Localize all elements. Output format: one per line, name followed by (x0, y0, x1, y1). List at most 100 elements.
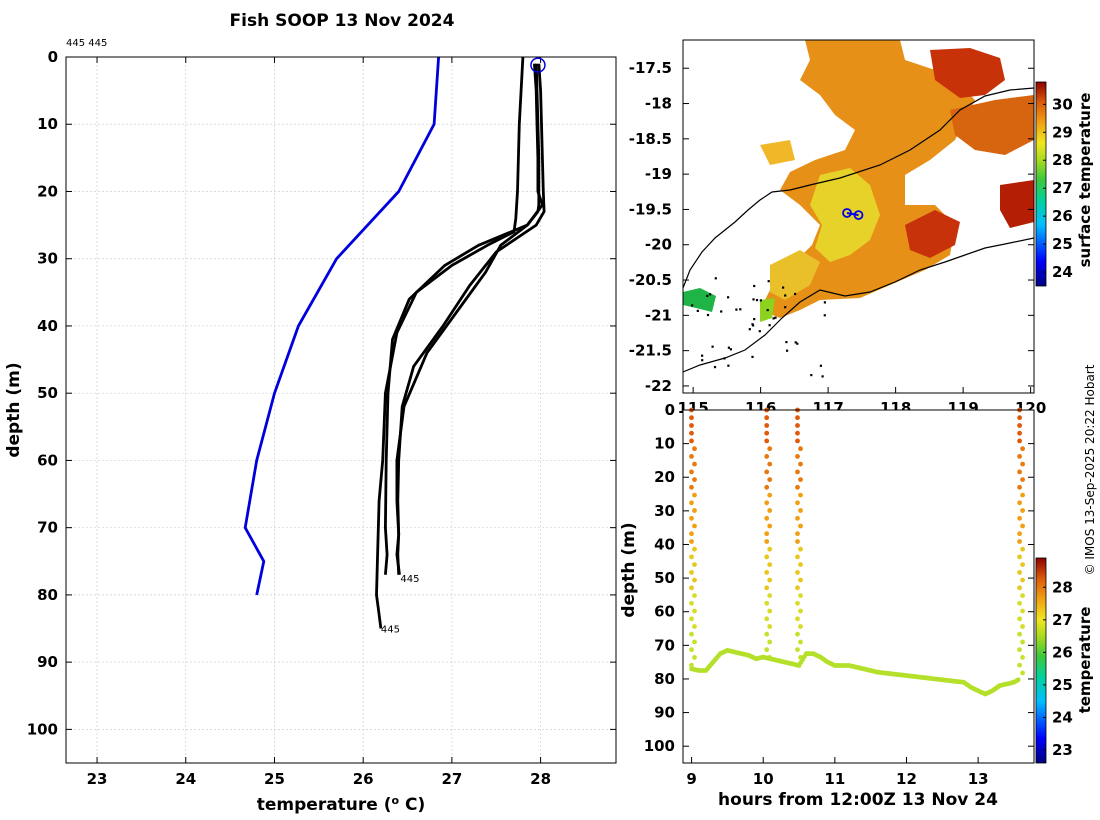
dive-point (1017, 539, 1022, 544)
dive-point (798, 492, 803, 498)
island-dot (751, 355, 754, 358)
depth-tick-label: 40 (654, 535, 675, 553)
profile-line-cast-2 (383, 63, 541, 575)
dive-point (764, 430, 770, 436)
surface-position-marker (530, 57, 546, 73)
dive-point (798, 562, 803, 567)
dive-point (798, 446, 803, 452)
dive-point (692, 461, 697, 467)
dive-point (692, 477, 697, 482)
island-dot (823, 301, 826, 304)
dive-point (1017, 531, 1022, 537)
temperature-tick-label: 28 (530, 770, 551, 788)
dive-point (764, 500, 770, 506)
island-dot (782, 286, 785, 289)
dive-point (795, 616, 800, 622)
dive-point (1017, 554, 1022, 560)
sst-red-patch-south (905, 210, 960, 258)
profile-grid (66, 56, 616, 763)
profile-line-cast-4 (395, 63, 544, 575)
dive-point (767, 593, 773, 598)
colorbar-tick-label: 26 (1052, 643, 1073, 661)
bottom-point (1015, 677, 1021, 683)
depth-tick-label: 100 (644, 737, 675, 755)
dive-point (798, 577, 803, 583)
map-latitude-ticks: -17.5 -18 -18.5 -19 -19.5 -20 -20.5 -21 -21.5 -22 (629, 59, 1034, 395)
dive-point (692, 593, 697, 598)
dive-point (1017, 430, 1022, 436)
dive-point (692, 655, 697, 660)
sst-map-layer (683, 40, 1034, 378)
dive-point (767, 446, 773, 452)
island-dot (709, 293, 712, 296)
temperature-tick-label: 23 (87, 770, 108, 788)
island-dot (713, 366, 717, 369)
hour-tick-label: 13 (968, 770, 989, 788)
depth-tick-label: 20 (37, 182, 58, 200)
latitude-tick-label: -21 (645, 306, 672, 324)
dive-point (689, 423, 694, 428)
dive-point (692, 639, 697, 645)
island-dot (701, 359, 704, 362)
dive-point (692, 608, 697, 614)
depth-time-x-axis-label: hours from 12:00Z 13 Nov 24 (718, 790, 998, 810)
dive-point (764, 631, 770, 637)
dive-point (798, 461, 803, 467)
depth-time-colorbar-ticks: 23 24 25 26 27 28 (1043, 578, 1073, 759)
dive-point (798, 508, 803, 513)
island-dot (706, 313, 710, 317)
dive-point (795, 484, 800, 490)
dive-point (1017, 662, 1022, 668)
island-dot (794, 341, 797, 344)
dive-point (798, 523, 803, 529)
hour-tick-label: 10 (753, 770, 774, 788)
dive-point (795, 600, 800, 606)
mainland-coast (683, 237, 1034, 373)
profile-annotations: 445 445 (381, 574, 420, 635)
dive-point (1017, 438, 1022, 444)
dive-point (1017, 454, 1022, 459)
cast-end-label: 445 (400, 574, 419, 585)
dive-point (1020, 546, 1025, 552)
island-dot (823, 314, 826, 317)
dive-point (692, 508, 697, 513)
dive-point (1020, 523, 1025, 529)
dive-point (795, 585, 800, 591)
island-dot (739, 308, 742, 311)
depth-time-hour-ticks: 9 10 11 12 13 (686, 757, 989, 788)
hour-tick-label: 11 (824, 770, 845, 788)
dive-point (795, 531, 800, 537)
dive-point (764, 484, 770, 490)
dive-point (1017, 515, 1022, 521)
depth-tick-label: 60 (654, 603, 675, 621)
latitude-tick-label: -20 (645, 236, 672, 254)
depth-time-y-axis-label: depth (m) (619, 522, 639, 617)
island-dot (774, 316, 777, 319)
coastline (683, 87, 1034, 289)
profile-temperature-ticks: 23 24 25 26 27 28 (87, 57, 551, 788)
dive-point (764, 554, 770, 560)
latitude-tick-label: -20.5 (629, 271, 672, 289)
dive-point (1017, 647, 1022, 653)
dive-point (764, 539, 770, 544)
depth-tick-label: 0 (665, 401, 675, 419)
dive-point (689, 600, 694, 606)
dive-point (795, 500, 800, 506)
island-dot (819, 364, 822, 367)
temperature-tick-label: 27 (441, 770, 462, 788)
dive-point (764, 454, 770, 459)
depth-tick-label: 60 (37, 451, 58, 469)
island-dot (784, 306, 787, 309)
dive-point (798, 608, 803, 614)
island-dot (785, 341, 788, 344)
dive-point (692, 446, 697, 452)
colorbar-tick-label: 25 (1052, 235, 1073, 253)
island-dot (786, 349, 789, 352)
dive-point (764, 415, 770, 421)
dive-point (689, 469, 694, 475)
map-colorbar-ticks: 24 25 26 27 28 29 30 (1043, 95, 1073, 281)
island-dot (810, 374, 813, 377)
island-dot (727, 346, 730, 349)
depth-tick-label: 10 (654, 435, 675, 453)
